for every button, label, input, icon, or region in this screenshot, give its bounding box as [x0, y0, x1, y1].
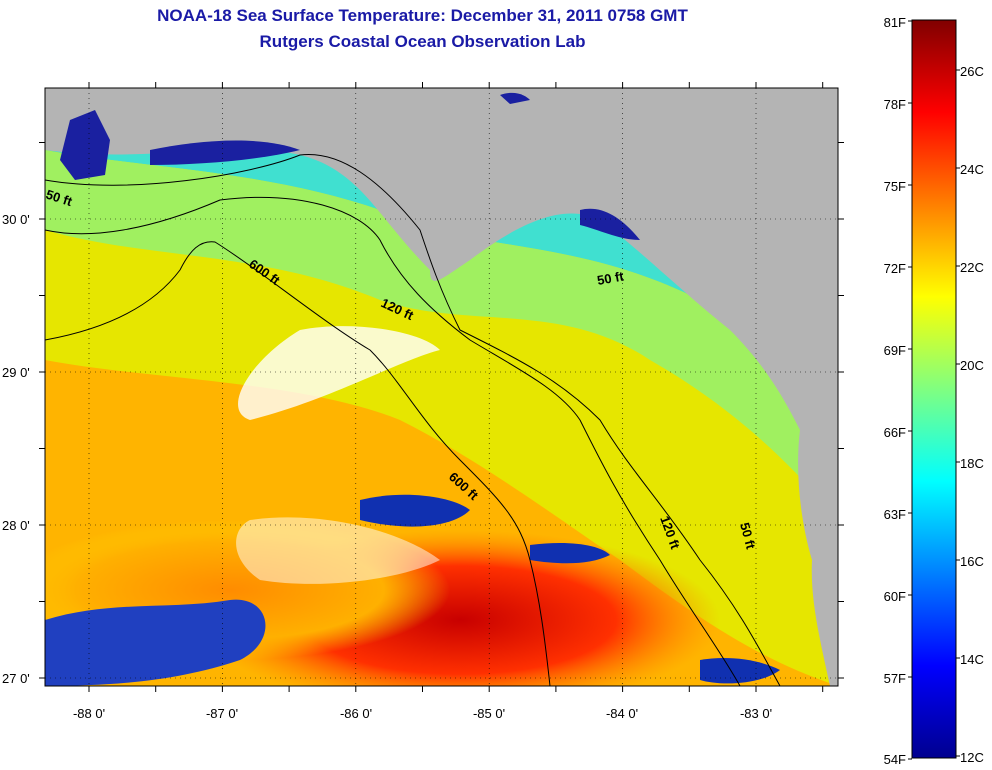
map-subtitle: Rutgers Coastal Ocean Observation Lab	[259, 32, 586, 51]
cloud-patch-1	[360, 494, 470, 527]
celsius-label: 20C	[960, 358, 984, 373]
celsius-label: 24C	[960, 162, 984, 177]
lon-label: -88 0'	[73, 706, 105, 721]
fahrenheit-label: 57F	[884, 671, 906, 686]
lat-label: 28 0'	[2, 518, 30, 533]
fahrenheit-label: 69F	[884, 343, 906, 358]
fahrenheit-label: 78F	[884, 97, 906, 112]
lat-lon-grid	[45, 88, 838, 686]
celsius-label: 12C	[960, 750, 984, 765]
cold-patch-sw	[45, 599, 266, 686]
apalachee-bay	[580, 208, 640, 240]
contour-120ft	[45, 196, 741, 686]
contour-label-50ft-south: 50 ft	[737, 521, 759, 551]
fahrenheit-label: 60F	[884, 589, 906, 604]
celsius-label: 16C	[960, 554, 984, 569]
lon-label: -85 0'	[473, 706, 505, 721]
fahrenheit-label: 66F	[884, 425, 906, 440]
map-title: NOAA-18 Sea Surface Temperature: Decembe…	[157, 6, 688, 25]
lon-label: -86 0'	[340, 706, 372, 721]
map-frame	[44, 87, 839, 687]
longitude-axis: -88 0' -87 0' -86 0' -85 0' -84 0' -83 0…	[73, 706, 772, 721]
lat-label: 29 0'	[2, 365, 30, 380]
land-mass	[45, 88, 838, 686]
celsius-label: 14C	[960, 652, 984, 667]
colorbar-ticks	[908, 20, 960, 760]
fahrenheit-scale: 81F 78F 75F 72F 69F 66F 63F 60F 57F 54F	[884, 15, 906, 767]
lat-label: 30 0'	[2, 212, 30, 227]
pensacola-bay	[150, 140, 300, 165]
contour-label-50ft-east: 50 ft	[596, 268, 626, 288]
inland-lake	[500, 92, 530, 104]
colorbar-gradient	[911, 19, 957, 759]
lon-label: -83 0'	[740, 706, 772, 721]
cloud-patch-3	[700, 658, 780, 684]
contour-50ft	[45, 153, 781, 686]
lon-label: -87 0'	[206, 706, 238, 721]
fahrenheit-label: 63F	[884, 507, 906, 522]
celsius-label: 26C	[960, 64, 984, 79]
cloud-streak-1	[238, 326, 440, 420]
lat-label: 27 0'	[2, 671, 30, 686]
latitude-axis: 30 0' 29 0' 28 0' 27 0'	[2, 212, 30, 686]
fahrenheit-label: 54F	[884, 752, 906, 767]
fahrenheit-label: 75F	[884, 179, 906, 194]
axis-ticks	[39, 82, 844, 692]
cloud-streak-2	[236, 517, 440, 584]
map-plot-area: 50 ft 600 ft 120 ft 50 ft 600 ft 120 ft …	[45, 88, 838, 686]
transition-water	[45, 150, 838, 520]
contour-600ft	[45, 241, 551, 686]
celsius-label: 18C	[960, 456, 984, 471]
lon-label: -84 0'	[606, 706, 638, 721]
celsius-label: 22C	[960, 260, 984, 275]
fahrenheit-label: 81F	[884, 15, 906, 30]
cloud-patch-2	[530, 543, 610, 564]
mobile-bay	[60, 110, 110, 180]
celsius-scale: 26C 24C 22C 20C 18C 16C 14C 12C	[960, 64, 984, 765]
fahrenheit-label: 72F	[884, 261, 906, 276]
